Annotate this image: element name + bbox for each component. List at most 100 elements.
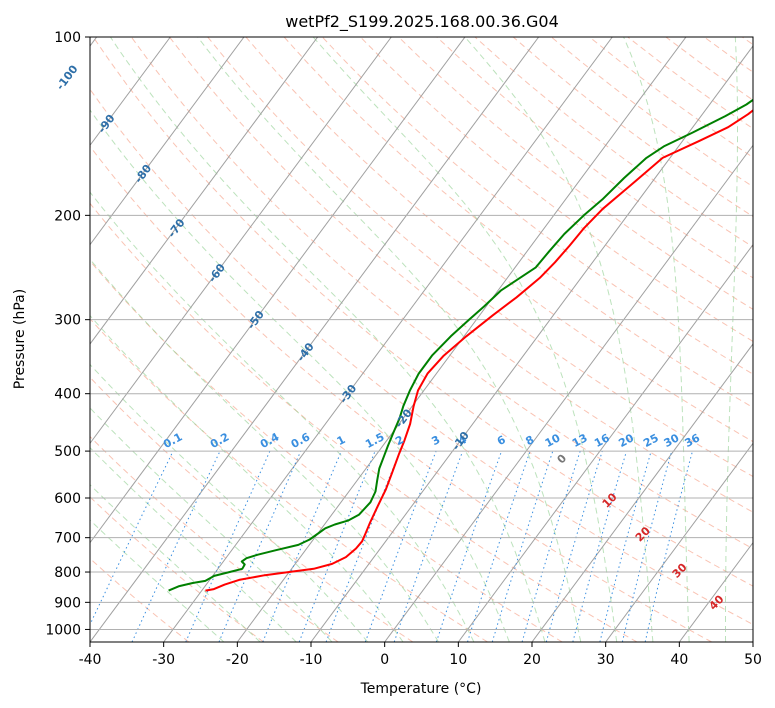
dry-adiabat — [90, 318, 488, 642]
y-tick-label: 500 — [54, 444, 81, 460]
moist-adiabat-label: 0 — [555, 452, 570, 467]
moist-adiabat — [90, 446, 297, 642]
mixing-ratio-line — [131, 450, 221, 642]
moist-adiabat — [109, 37, 546, 642]
isotherm-line — [90, 37, 319, 345]
mixing-ratio-line — [621, 450, 673, 642]
moist-adiabat — [90, 363, 369, 642]
isotherm-line — [384, 144, 753, 642]
mixing-ratio-line — [521, 450, 581, 642]
background-lines — [90, 37, 753, 642]
moist-adiabat — [623, 37, 690, 642]
moist-adiabat — [197, 37, 582, 642]
mixing-ratio-label: 0.4 — [258, 430, 282, 451]
moist-adiabat — [312, 37, 618, 642]
isotherm-line — [457, 243, 753, 642]
moist-adiabat-label: 20 — [633, 524, 653, 544]
mixing-ratio-label: 36 — [682, 431, 702, 450]
mixing-ratio-label: 30 — [662, 431, 682, 450]
mixing-ratio-label: 20 — [616, 431, 636, 450]
mixing-ratio-label: 10 — [543, 431, 563, 450]
pressure-gridlines — [90, 37, 753, 630]
dewpoint-line — [168, 98, 753, 592]
moist-adiabat — [90, 483, 261, 642]
isotherm-label: -50 — [245, 308, 268, 332]
dry-adiabat — [90, 376, 414, 642]
dry-adiabat — [90, 202, 638, 642]
mixing-ratio-label: 6 — [495, 433, 508, 448]
y-tick-label: 900 — [54, 595, 81, 611]
moist-adiabat — [90, 109, 510, 642]
dry-adiabat — [90, 260, 563, 642]
x-tick-label: 30 — [597, 652, 615, 668]
x-tick-label: 50 — [744, 652, 762, 668]
mixing-ratio-line — [364, 450, 437, 642]
isotherm-label: -70 — [165, 216, 188, 240]
dry-adiabat — [703, 37, 753, 73]
x-tick-label: -40 — [79, 652, 102, 668]
x-tick-label: 0 — [380, 652, 389, 668]
moist-adiabat — [90, 407, 333, 642]
isotherm-line — [531, 343, 753, 642]
profiles — [168, 98, 753, 592]
mixing-ratio-label: 0.2 — [208, 430, 231, 451]
y-axis-label: Pressure (hPa) — [12, 289, 28, 389]
moist-adiabat — [90, 191, 475, 642]
mixing-ratio-label: 13 — [570, 431, 590, 450]
isotherm-line — [605, 442, 753, 642]
y-tick-label: 200 — [54, 208, 81, 224]
mixing-ratio-line — [435, 450, 503, 642]
isotherm-line — [163, 37, 613, 642]
dry-adiabat — [90, 145, 712, 642]
dry-adiabat — [90, 496, 264, 642]
dry-adiabat — [169, 37, 753, 513]
mixing-ratio-line — [599, 450, 652, 642]
y-tick-label: 100 — [54, 30, 81, 46]
mixing-ratio-label: 25 — [641, 431, 661, 450]
mixing-ratio-label: 1.5 — [363, 430, 386, 451]
dry-adiabat — [130, 37, 753, 550]
x-axis: -40 -30 -20 -10 0 10 20 30 40 50 — [79, 642, 762, 668]
isotherm-label: -30 — [337, 382, 360, 406]
isotherm-line — [752, 641, 753, 642]
mixing-ratio-line — [545, 450, 603, 642]
mixing-ratio-label: 1 — [335, 433, 348, 448]
mixing-ratio-label: 3 — [429, 433, 442, 448]
x-axis-label: Temperature (°C) — [360, 681, 482, 697]
mixing-ratio-line — [90, 450, 174, 626]
mixing-ratio-line — [393, 450, 464, 642]
mixing-ratio-label: 0.1 — [161, 430, 184, 451]
y-tick-label: 1000 — [45, 622, 81, 638]
x-tick-label: 20 — [523, 652, 541, 668]
y-tick-label: 800 — [54, 565, 81, 581]
mixing-ratio-labels: 0.1 0.2 0.4 0.6 1 1.5 2 3 4 6 8 10 13 16 20 25 30 36 — [161, 430, 702, 451]
y-tick-label: 400 — [54, 387, 81, 403]
moist-adiabat — [464, 37, 654, 642]
y-tick-label: 700 — [54, 531, 81, 547]
y-axis: 100 200 300 400 500 600 700 800 900 1000 — [45, 30, 90, 638]
temperature-line — [205, 109, 753, 592]
x-tick-label: -10 — [300, 652, 323, 668]
dry-adiabat — [550, 37, 753, 188]
plot-frame — [89, 36, 754, 643]
moist-adiabat — [90, 314, 404, 642]
mixing-ratio-line — [185, 450, 271, 642]
dry-adiabat — [90, 88, 753, 626]
isotherm-line — [90, 37, 466, 544]
mixing-ratio-line — [298, 450, 376, 642]
y-tick-label: 600 — [54, 491, 81, 507]
x-tick-label: 40 — [670, 652, 688, 668]
chart-title: wetPf2_S199.2025.168.00.36.G04 — [285, 12, 559, 32]
moist-adiabat — [725, 37, 738, 642]
dry-adiabat — [512, 37, 753, 218]
isotherm-label: -90 — [95, 112, 118, 136]
dry-adiabat — [207, 37, 753, 478]
isotherm-label: -100 — [54, 63, 81, 93]
isotherm-line — [90, 37, 171, 147]
isotherm-line — [90, 37, 245, 246]
mixing-ratio-line — [467, 450, 531, 642]
isotherm-label: -40 — [294, 340, 317, 364]
isotherm-line — [310, 45, 753, 642]
